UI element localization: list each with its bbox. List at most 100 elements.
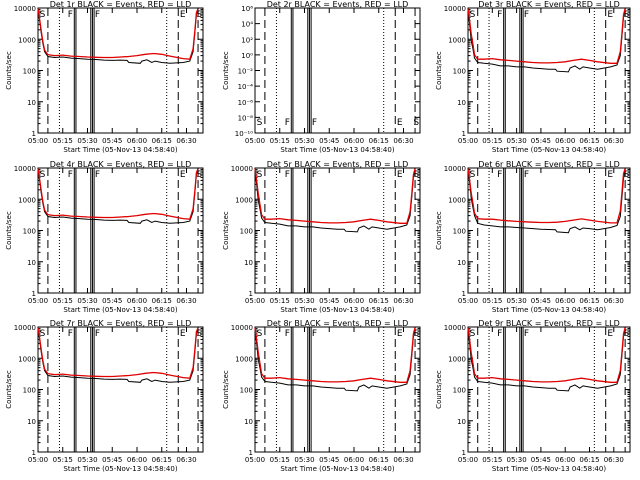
marker-label-s: S [40,10,46,20]
y-tick-label: 10000 [231,165,253,173]
marker-label-s: S [624,10,630,20]
marker-label-e: E [607,10,613,20]
x-tick-label: 05:15 [270,137,290,145]
x-tick-label: 05:45 [531,456,551,464]
marker-label-s: S [413,329,419,339]
panel-title: Det 1r BLACK = Events, RED = LLD [50,0,192,9]
y-tick-label: 100 [23,68,36,76]
y-tick-label: 10000 [14,5,36,13]
marker-label-e: E [397,329,403,339]
events-series-line [467,9,626,73]
y-tick-label: 1 [462,290,466,298]
y-tick-label: 1 [249,449,253,457]
x-tick-label: 06:15 [152,137,172,145]
x-tick-label: 06:15 [152,297,172,305]
y-tick-label: 1000 [448,196,466,204]
marker-label-s: S [470,10,476,20]
y-tick-label: 10 [457,99,466,107]
marker-label-f: F [95,170,100,180]
y-tick-label: 1000 [448,36,466,44]
x-tick-label: 05:00 [28,456,48,464]
panel-det-8r: Det 8r BLACK = Events, RED = LLD 1 10 100 10… [222,319,421,473]
marker-label-e: E [180,329,186,339]
x-tick-label: 05:15 [482,137,502,145]
x-tick-label: 05:00 [28,137,48,145]
y-tick-label: 10000 [14,165,36,173]
marker-label-f: F [285,329,290,339]
marker-label-f: F [312,329,317,339]
x-tick-label: 05:15 [53,297,73,305]
x-axis-label: Start Time (05-Nov-13 04:58:40) [280,465,394,473]
y-tick-label: 100 [453,68,466,76]
marker-label-f: F [285,118,290,128]
y-tick-label: 10000 [14,324,36,332]
marker-label-s: S [413,118,419,128]
x-tick-label: 05:30 [294,456,314,464]
marker-label-s: S [40,170,46,180]
y-axis-label: Counts/sec [435,211,443,250]
y-tick-label: 100 [453,387,466,395]
x-axis-label: Start Time (05-Nov-13 04:58:40) [492,306,606,314]
x-tick-label: 05:45 [319,456,339,464]
x-axis-label: Start Time (05-Nov-13 04:58:40) [280,146,394,154]
x-axis-label: Start Time (05-Nov-13 04:58:40) [63,306,177,314]
x-axis-label: Start Time (05-Nov-13 04:58:40) [492,146,606,154]
marker-label-s: S [40,329,46,339]
x-tick-label: 05:45 [102,137,122,145]
y-tick-label: 10 [244,259,253,267]
panel-det-2r: Det 2r BLACK = Events, RED = LLD 10⁻¹⁰ 10⁻… [222,0,421,154]
x-tick-label: 06:00 [127,297,147,305]
x-tick-label: 06:00 [127,456,147,464]
y-axis-label: Counts/sec [5,370,13,409]
marker-label-s: S [257,329,263,339]
events-series-line [254,169,416,233]
events-series-line [254,328,416,392]
lld-series-line [467,8,626,64]
marker-label-e: E [607,170,613,180]
x-tick-label: 06:30 [604,137,624,145]
marker-label-f: F [68,10,73,20]
panel-det-6r: Det 6r BLACK = Events, RED = LLD 1 10 100 10… [435,160,631,314]
x-tick-label: 06:30 [604,456,624,464]
x-axis-label: Start Time (05-Nov-13 04:58:40) [63,146,177,154]
x-tick-label: 06:00 [555,456,575,464]
y-tick-label: 1000 [18,36,36,44]
y-tick-label: 1000 [235,355,253,363]
y-tick-label: 10000 [444,324,466,332]
panel-det-7r: Det 7r BLACK = Events, RED = LLD 1 10 100 10… [5,319,204,473]
y-tick-label: 100 [453,228,466,236]
x-axis-label: Start Time (05-Nov-13 04:58:40) [63,465,177,473]
x-tick-label: 05:45 [102,456,122,464]
x-tick-label: 06:30 [393,297,413,305]
x-tick-label: 06:15 [369,137,389,145]
marker-label-f: F [524,329,529,339]
y-axis-label: Counts/sec [435,370,443,409]
lld-series-line [254,168,416,224]
y-axis-label: Counts/sec [222,51,230,90]
x-tick-label: 05:30 [77,297,97,305]
x-tick-label: 06:30 [393,456,413,464]
x-tick-label: 05:30 [77,137,97,145]
marker-label-e: E [180,170,186,180]
x-tick-label: 05:00 [458,456,478,464]
marker-label-f: F [95,10,100,20]
panel-title: Det 2r BLACK = Events, RED = LLD [267,0,409,9]
marker-label-f: F [497,170,502,180]
y-tick-label: 10 [27,418,36,426]
x-axis-label: Start Time (05-Nov-13 04:58:40) [280,306,394,314]
x-tick-label: 05:15 [270,456,290,464]
marker-label-f: F [497,10,502,20]
panel-det-9r: Det 9r BLACK = Events, RED = LLD 1 10 100 10… [435,319,631,473]
marker-label-s: S [257,170,263,180]
y-tick-label: 10² [241,36,253,44]
y-tick-label: 10 [27,259,36,267]
marker-label-e: E [397,118,403,128]
marker-label-f: F [524,10,529,20]
marker-label-f: F [285,170,290,180]
x-tick-label: 05:45 [531,137,551,145]
x-tick-label: 06:15 [579,297,599,305]
y-tick-label: 10000 [444,165,466,173]
x-tick-label: 06:00 [555,137,575,145]
x-tick-label: 05:30 [77,456,97,464]
